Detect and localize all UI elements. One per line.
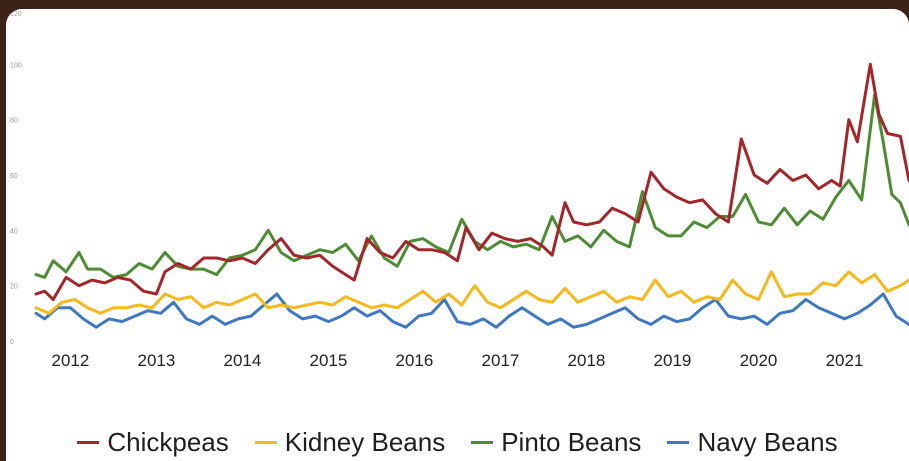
- legend-swatch-pinto-beans: [471, 441, 494, 444]
- series-lines: [34, 62, 909, 329]
- y-tick-label: 100: [10, 62, 22, 69]
- y-tick-label: 20: [10, 284, 18, 291]
- legend-item-kidney-beans: Kidney Beans: [254, 427, 446, 458]
- legend-item-pinto-beans: Pinto Beans: [471, 427, 641, 458]
- legend-swatch-navy-beans: [667, 441, 690, 444]
- y-tick-label: 40: [10, 228, 18, 235]
- x-tick-label: 2016: [396, 351, 434, 370]
- legend-label-kidney-beans: Kidney Beans: [284, 427, 446, 457]
- series-line-navy-beans: [34, 292, 909, 329]
- x-tick-label: 2015: [310, 351, 348, 370]
- legend: Chickpeas Kidney Beans Pinto Beans Navy …: [6, 427, 909, 458]
- y-tick-label: 0: [10, 339, 14, 346]
- series-line-pinto-beans: [34, 93, 909, 279]
- x-tick-label: 2019: [654, 351, 692, 370]
- series-line-chickpeas: [34, 62, 909, 301]
- legend-swatch-kidney-beans: [254, 441, 277, 444]
- legend-label-chickpeas: Chickpeas: [107, 427, 229, 457]
- x-tick-label: 2017: [482, 351, 520, 370]
- line-chart: 0 20 40 60 80 100 120 2012 2013 2014 2015 2016 2017…: [10, 11, 909, 370]
- legend-item-chickpeas: Chickpeas: [77, 427, 229, 458]
- x-tick-label: 2012: [51, 351, 89, 370]
- x-tick-label: 2014: [224, 351, 262, 370]
- y-tick-label: 120: [10, 11, 22, 18]
- x-tick-label: 2021: [826, 351, 864, 370]
- x-tick-label: 2018: [568, 351, 606, 370]
- y-tick-label: 80: [10, 118, 18, 125]
- legend-label-pinto-beans: Pinto Beans: [501, 427, 642, 457]
- legend-swatch-chickpeas: [77, 441, 100, 444]
- x-axis-ticks: 2012 2013 2014 2015 2016 2017 2018 2019 2020 2021: [51, 351, 863, 370]
- chart-card: 0 20 40 60 80 100 120 2012 2013 2014 2015 2016 2017…: [6, 9, 909, 461]
- series-line-kidney-beans: [34, 270, 909, 315]
- y-axis-ticks: 0 20 40 60 80 100 120: [10, 11, 22, 346]
- legend-label-navy-beans: Navy Beans: [697, 427, 838, 457]
- x-tick-label: 2013: [137, 351, 175, 370]
- x-tick-label: 2020: [740, 351, 778, 370]
- legend-item-navy-beans: Navy Beans: [667, 427, 838, 458]
- y-tick-label: 60: [10, 173, 18, 180]
